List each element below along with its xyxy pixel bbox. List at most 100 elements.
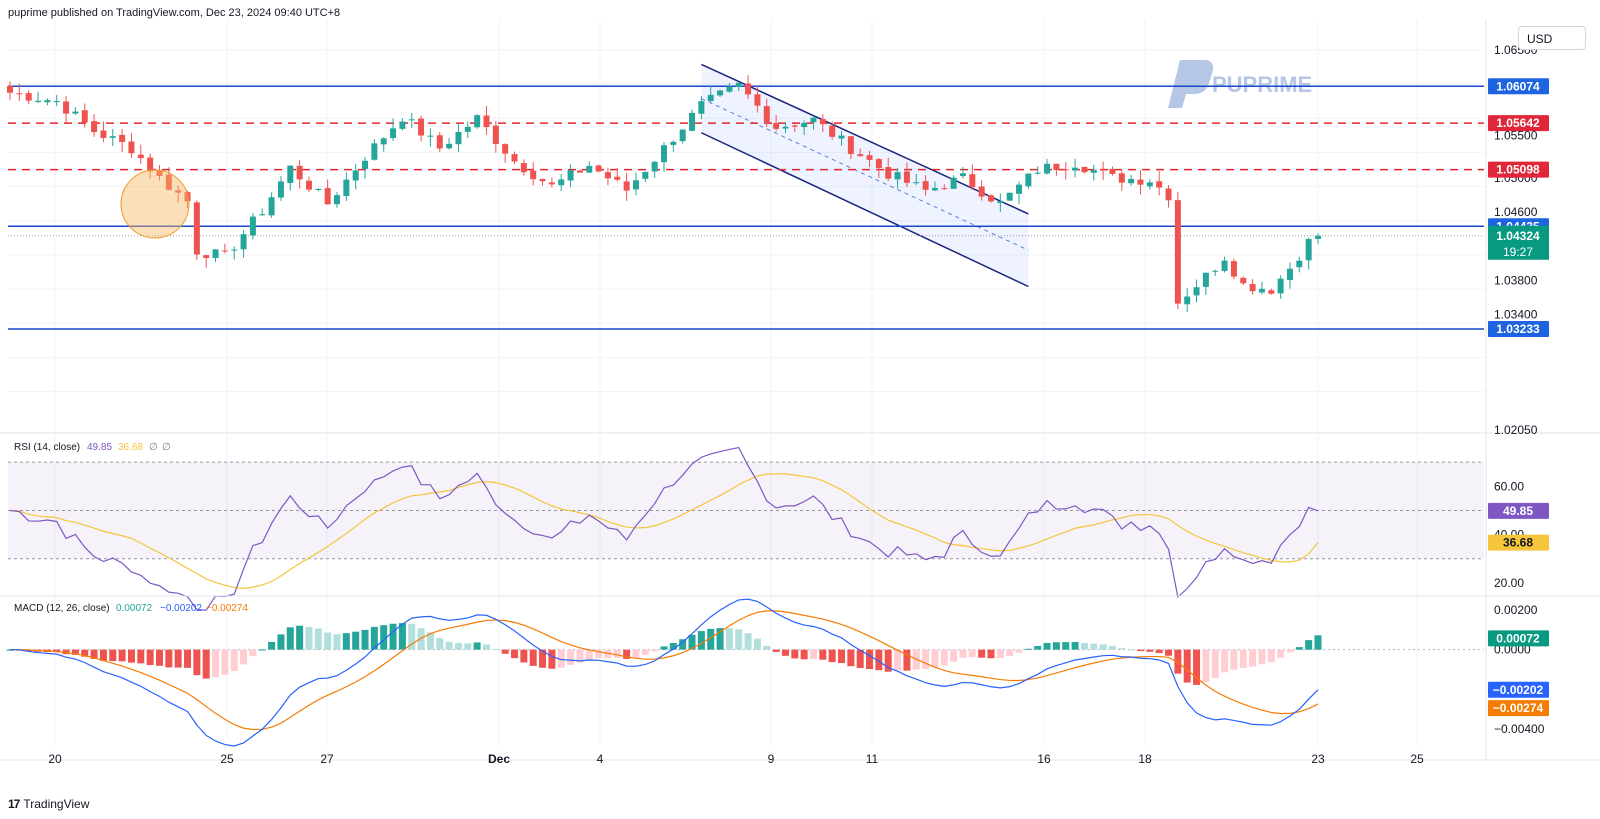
candle-body: [371, 143, 378, 160]
candle-body: [1315, 235, 1321, 239]
macd-hist-bar: [548, 649, 556, 669]
candle-body: [25, 93, 32, 101]
macd-hist-bar: [1183, 649, 1191, 683]
candle-body: [838, 135, 845, 139]
candle-body: [1258, 288, 1265, 293]
level-label-1-bg: [1488, 115, 1549, 132]
candle-body: [885, 167, 892, 179]
candle-body: [334, 195, 340, 205]
macd-hist-bar: [221, 649, 229, 675]
rsi-ma-line: [9, 473, 1319, 589]
macd-hist-bar: [258, 649, 266, 651]
macd-hist-bar: [286, 627, 294, 650]
macd-pane: MACD (12, 26, close) 0.00072 −0.00202 −0.00…: [6, 598, 1484, 747]
candle-body: [632, 180, 639, 190]
candle-body: [745, 83, 752, 95]
candle-body: [773, 123, 780, 129]
candle-body: [978, 186, 985, 197]
macd-hist-bar: [398, 623, 406, 650]
candle-body: [1221, 260, 1228, 271]
grid-lines: [8, 20, 1484, 745]
candle-body: [53, 101, 60, 103]
candle-body: [1044, 163, 1051, 174]
channel-upper-line: [701, 63, 1029, 215]
macd-hist-bar: [557, 649, 565, 668]
candle-body: [492, 125, 499, 144]
candle-body: [661, 145, 667, 163]
macd-hist-bar: [623, 649, 631, 659]
time-tick-label: 18: [1138, 752, 1152, 766]
candle-body: [352, 170, 359, 181]
macd-hist-bar: [1286, 649, 1294, 653]
candle-body: [287, 165, 294, 184]
macd-hist-bar: [324, 632, 332, 650]
macd-hist-bar: [894, 649, 902, 671]
candle-body: [418, 118, 425, 136]
candle-body: [866, 155, 873, 160]
candle-body: [717, 90, 724, 96]
macd-hist-bar: [819, 649, 827, 660]
macd-hist-bar: [436, 638, 444, 650]
rsi-tick-label: 20.00: [1494, 576, 1524, 590]
candle-body: [520, 163, 527, 173]
macd-hist-bar: [940, 649, 948, 666]
price-tick-label: 1.05500: [1494, 128, 1538, 142]
time-tick-label: Dec: [488, 752, 510, 766]
currency-button[interactable]: USD: [1518, 26, 1586, 50]
candle-body: [1109, 168, 1116, 174]
macd-hist-bar: [99, 649, 107, 661]
highlight-circle: [120, 169, 190, 239]
macd-hist-bar: [174, 649, 182, 668]
macd-hist-bar: [426, 632, 434, 650]
watermark: PUPRIME: [1168, 60, 1312, 108]
time-tick-label: 9: [768, 752, 775, 766]
macd-hist-bar: [473, 642, 481, 650]
macd-hist-bar: [884, 649, 892, 672]
time-tick-label: 23: [1311, 752, 1325, 766]
macd-hist-bar: [109, 649, 117, 662]
macd-hist-bar: [1249, 649, 1257, 667]
macd-hist-bar: [1071, 641, 1079, 650]
rsi-empty-value: ∅: [149, 442, 158, 453]
macd-hist-bar: [931, 649, 939, 668]
macd-hist-bar: [71, 649, 79, 655]
macd-hist-bar: [838, 649, 846, 664]
macd-hist-bar: [155, 649, 163, 666]
candle-body: [156, 170, 163, 176]
candle-body: [1193, 287, 1200, 296]
candle-body: [1156, 181, 1163, 188]
macd-tick-label: −0.00400: [1494, 722, 1545, 736]
candle-body: [969, 174, 976, 188]
macd-hist-last-label: 0.00072: [1496, 631, 1540, 645]
candle-body: [539, 179, 546, 182]
candle-body: [502, 144, 509, 154]
candle-body: [91, 121, 98, 133]
macd-hist-bar: [202, 649, 210, 679]
candle-body: [343, 179, 350, 197]
macd-signal-last-label-bg: [1488, 700, 1549, 717]
price-tick-label: 1.02050: [1494, 423, 1538, 437]
time-tick-label: 4: [597, 752, 604, 766]
candle-body: [1034, 172, 1041, 174]
macd-hist-bar: [118, 649, 126, 662]
candle-body: [875, 159, 882, 169]
macd-hist-bar: [1267, 649, 1275, 663]
candle-body: [1072, 167, 1079, 171]
level-label-2-bg: [1488, 161, 1549, 178]
macd-hist-bar: [352, 631, 360, 650]
level-label-2: 1.05098: [1496, 163, 1540, 177]
channel-lower-line: [701, 132, 1029, 288]
candle-body: [1137, 179, 1144, 185]
time-tick-label: 20: [48, 752, 62, 766]
time-tick-label: 25: [220, 752, 234, 766]
candle-body: [137, 154, 144, 159]
price-tick-label: 1.04600: [1494, 205, 1538, 219]
rsi-tick-label: 60.00: [1494, 479, 1524, 493]
macd-hist-bar: [1118, 648, 1126, 650]
macd-hist-bar: [212, 649, 220, 678]
macd-hist-bar: [987, 649, 995, 659]
macd-value: −0.00202: [160, 603, 202, 614]
macd-hist-bar: [679, 639, 687, 650]
